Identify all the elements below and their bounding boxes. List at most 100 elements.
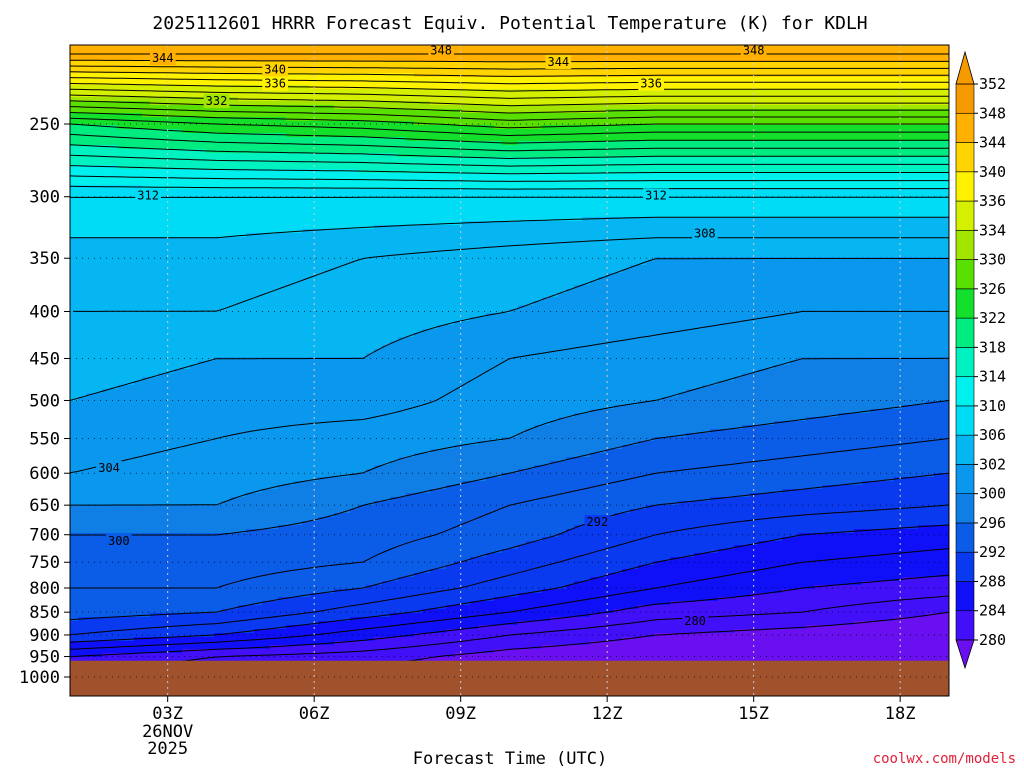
theta-e-cell — [110, 61, 119, 66]
theta-e-cell — [70, 177, 79, 182]
theta-e-cell — [70, 377, 79, 382]
theta-e-cell — [198, 537, 207, 542]
theta-e-cell — [86, 633, 95, 638]
theta-e-cell — [230, 377, 239, 382]
theta-e-cell — [302, 189, 311, 194]
theta-e-cell — [70, 361, 79, 366]
theta-e-cell — [78, 97, 87, 102]
theta-e-cell — [166, 81, 175, 86]
theta-e-cell — [110, 285, 119, 290]
theta-e-cell — [214, 161, 223, 166]
theta-e-cell — [86, 597, 95, 602]
theta-e-cell — [222, 173, 231, 178]
theta-e-cell — [118, 429, 127, 434]
theta-e-cell — [86, 581, 95, 586]
theta-e-cell — [158, 421, 167, 426]
theta-e-cell — [166, 653, 175, 658]
theta-e-cell — [310, 425, 319, 430]
theta-e-cell — [134, 509, 143, 514]
theta-e-cell — [142, 177, 151, 182]
theta-e-cell — [134, 125, 143, 130]
theta-e-cell — [238, 53, 247, 58]
theta-e-cell — [278, 497, 287, 502]
theta-e-cell — [78, 637, 87, 642]
theta-e-cell — [278, 93, 287, 98]
theta-e-cell — [246, 349, 255, 354]
theta-e-cell — [310, 221, 319, 226]
theta-e-cell — [190, 361, 199, 366]
theta-e-cell — [166, 357, 175, 362]
theta-e-cell — [206, 629, 215, 634]
theta-e-cell — [294, 629, 303, 634]
theta-e-cell — [302, 337, 311, 342]
theta-e-cell — [150, 453, 159, 458]
theta-e-cell — [238, 81, 247, 86]
theta-e-cell — [310, 429, 319, 434]
theta-e-cell — [222, 549, 231, 554]
theta-e-cell — [150, 341, 159, 346]
theta-e-cell — [102, 381, 111, 386]
theta-e-cell — [150, 589, 159, 594]
theta-e-cell — [118, 597, 127, 602]
theta-e-cell — [142, 469, 151, 474]
theta-e-cell — [142, 213, 151, 218]
theta-e-cell — [302, 637, 311, 642]
theta-e-cell — [174, 93, 183, 98]
theta-e-cell — [126, 365, 135, 370]
theta-e-cell — [126, 57, 135, 62]
theta-e-cell — [254, 57, 263, 62]
theta-e-cell — [166, 521, 175, 526]
theta-e-cell — [110, 417, 119, 422]
theta-e-cell — [118, 417, 127, 422]
theta-e-cell — [118, 265, 127, 270]
theta-e-cell — [294, 241, 303, 246]
theta-e-cell — [278, 345, 287, 350]
theta-e-cell — [110, 313, 119, 318]
theta-e-cell — [142, 441, 151, 446]
theta-e-cell — [254, 121, 263, 126]
theta-e-cell — [118, 173, 127, 178]
theta-e-cell — [230, 301, 239, 306]
theta-e-cell — [86, 489, 95, 494]
theta-e-cell — [310, 369, 319, 374]
theta-e-cell — [254, 201, 263, 206]
theta-e-cell — [294, 49, 303, 54]
theta-e-cell — [110, 505, 119, 510]
theta-e-cell — [198, 197, 207, 202]
theta-e-cell — [230, 265, 239, 270]
theta-e-cell — [286, 69, 295, 74]
theta-e-cell — [94, 121, 103, 126]
theta-e-cell — [310, 185, 319, 190]
theta-e-cell — [190, 437, 199, 442]
theta-e-cell — [254, 617, 263, 622]
theta-e-cell — [70, 129, 79, 134]
theta-e-cell — [262, 585, 271, 590]
theta-e-cell — [206, 301, 215, 306]
theta-e-cell — [78, 273, 87, 278]
theta-e-cell — [302, 197, 311, 202]
theta-e-cell — [270, 657, 279, 662]
theta-e-cell — [126, 257, 135, 262]
theta-e-cell — [70, 301, 79, 306]
theta-e-cell — [310, 53, 319, 58]
theta-e-cell — [310, 93, 319, 98]
theta-e-cell — [230, 497, 239, 502]
theta-e-cell — [270, 557, 279, 562]
theta-e-cell — [94, 565, 103, 570]
theta-e-cell — [150, 353, 159, 358]
theta-e-cell — [214, 601, 223, 606]
theta-e-cell — [182, 177, 191, 182]
theta-e-cell — [134, 249, 143, 254]
theta-e-cell — [102, 385, 111, 390]
theta-e-cell — [206, 117, 215, 122]
theta-e-cell — [86, 381, 95, 386]
theta-e-cell — [246, 649, 255, 654]
theta-e-cell — [158, 465, 167, 470]
theta-e-cell — [222, 329, 231, 334]
theta-e-cell — [190, 117, 199, 122]
theta-e-cell — [70, 209, 79, 214]
theta-e-cell — [198, 649, 207, 654]
theta-e-cell — [134, 345, 143, 350]
theta-e-cell — [142, 485, 151, 490]
theta-e-cell — [182, 473, 191, 478]
